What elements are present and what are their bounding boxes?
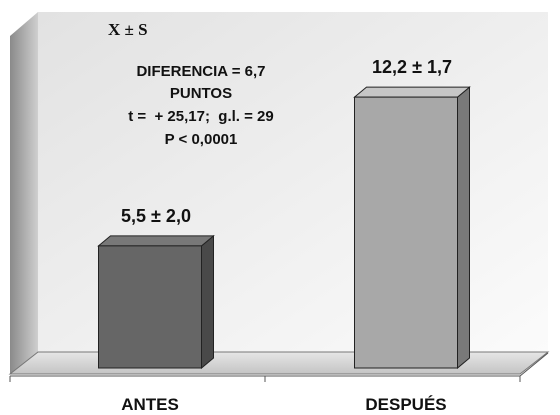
value-label: 5,5 ± 2,0 xyxy=(121,206,191,226)
annotation-line: t = + 25,17; g.l. = 29 xyxy=(128,108,274,125)
x-tick-label: ANTES xyxy=(121,395,179,414)
category-labels: ANTES DESPUÉS xyxy=(121,395,446,414)
bar xyxy=(97,234,215,370)
bar-top xyxy=(353,86,471,98)
stats-annotation: X ± S DIFERENCIA = 6,7 PUNTOS t = + 25,1… xyxy=(108,20,274,148)
annotation-line: P < 0,0001 xyxy=(165,131,238,148)
x-tick-label: DESPUÉS xyxy=(365,395,446,414)
side-wall xyxy=(10,12,38,374)
bars xyxy=(97,86,471,370)
value-label: 12,2 ± 1,7 xyxy=(372,57,452,77)
value-labels: 5,5 ± 2,0 12,2 ± 1,7 xyxy=(121,57,452,226)
bar-side xyxy=(201,234,214,370)
bar-top xyxy=(97,235,215,247)
annotation-symbol: X ± S xyxy=(108,20,148,39)
x-axis-depth-line xyxy=(519,352,549,377)
bar-side xyxy=(457,86,470,370)
bar xyxy=(353,86,471,370)
bar-front xyxy=(354,96,458,369)
annotation-line: PUNTOS xyxy=(170,85,232,102)
bar-front xyxy=(98,245,202,369)
x-axis xyxy=(9,352,549,382)
annotation-line: DIFERENCIA = 6,7 xyxy=(136,63,265,80)
